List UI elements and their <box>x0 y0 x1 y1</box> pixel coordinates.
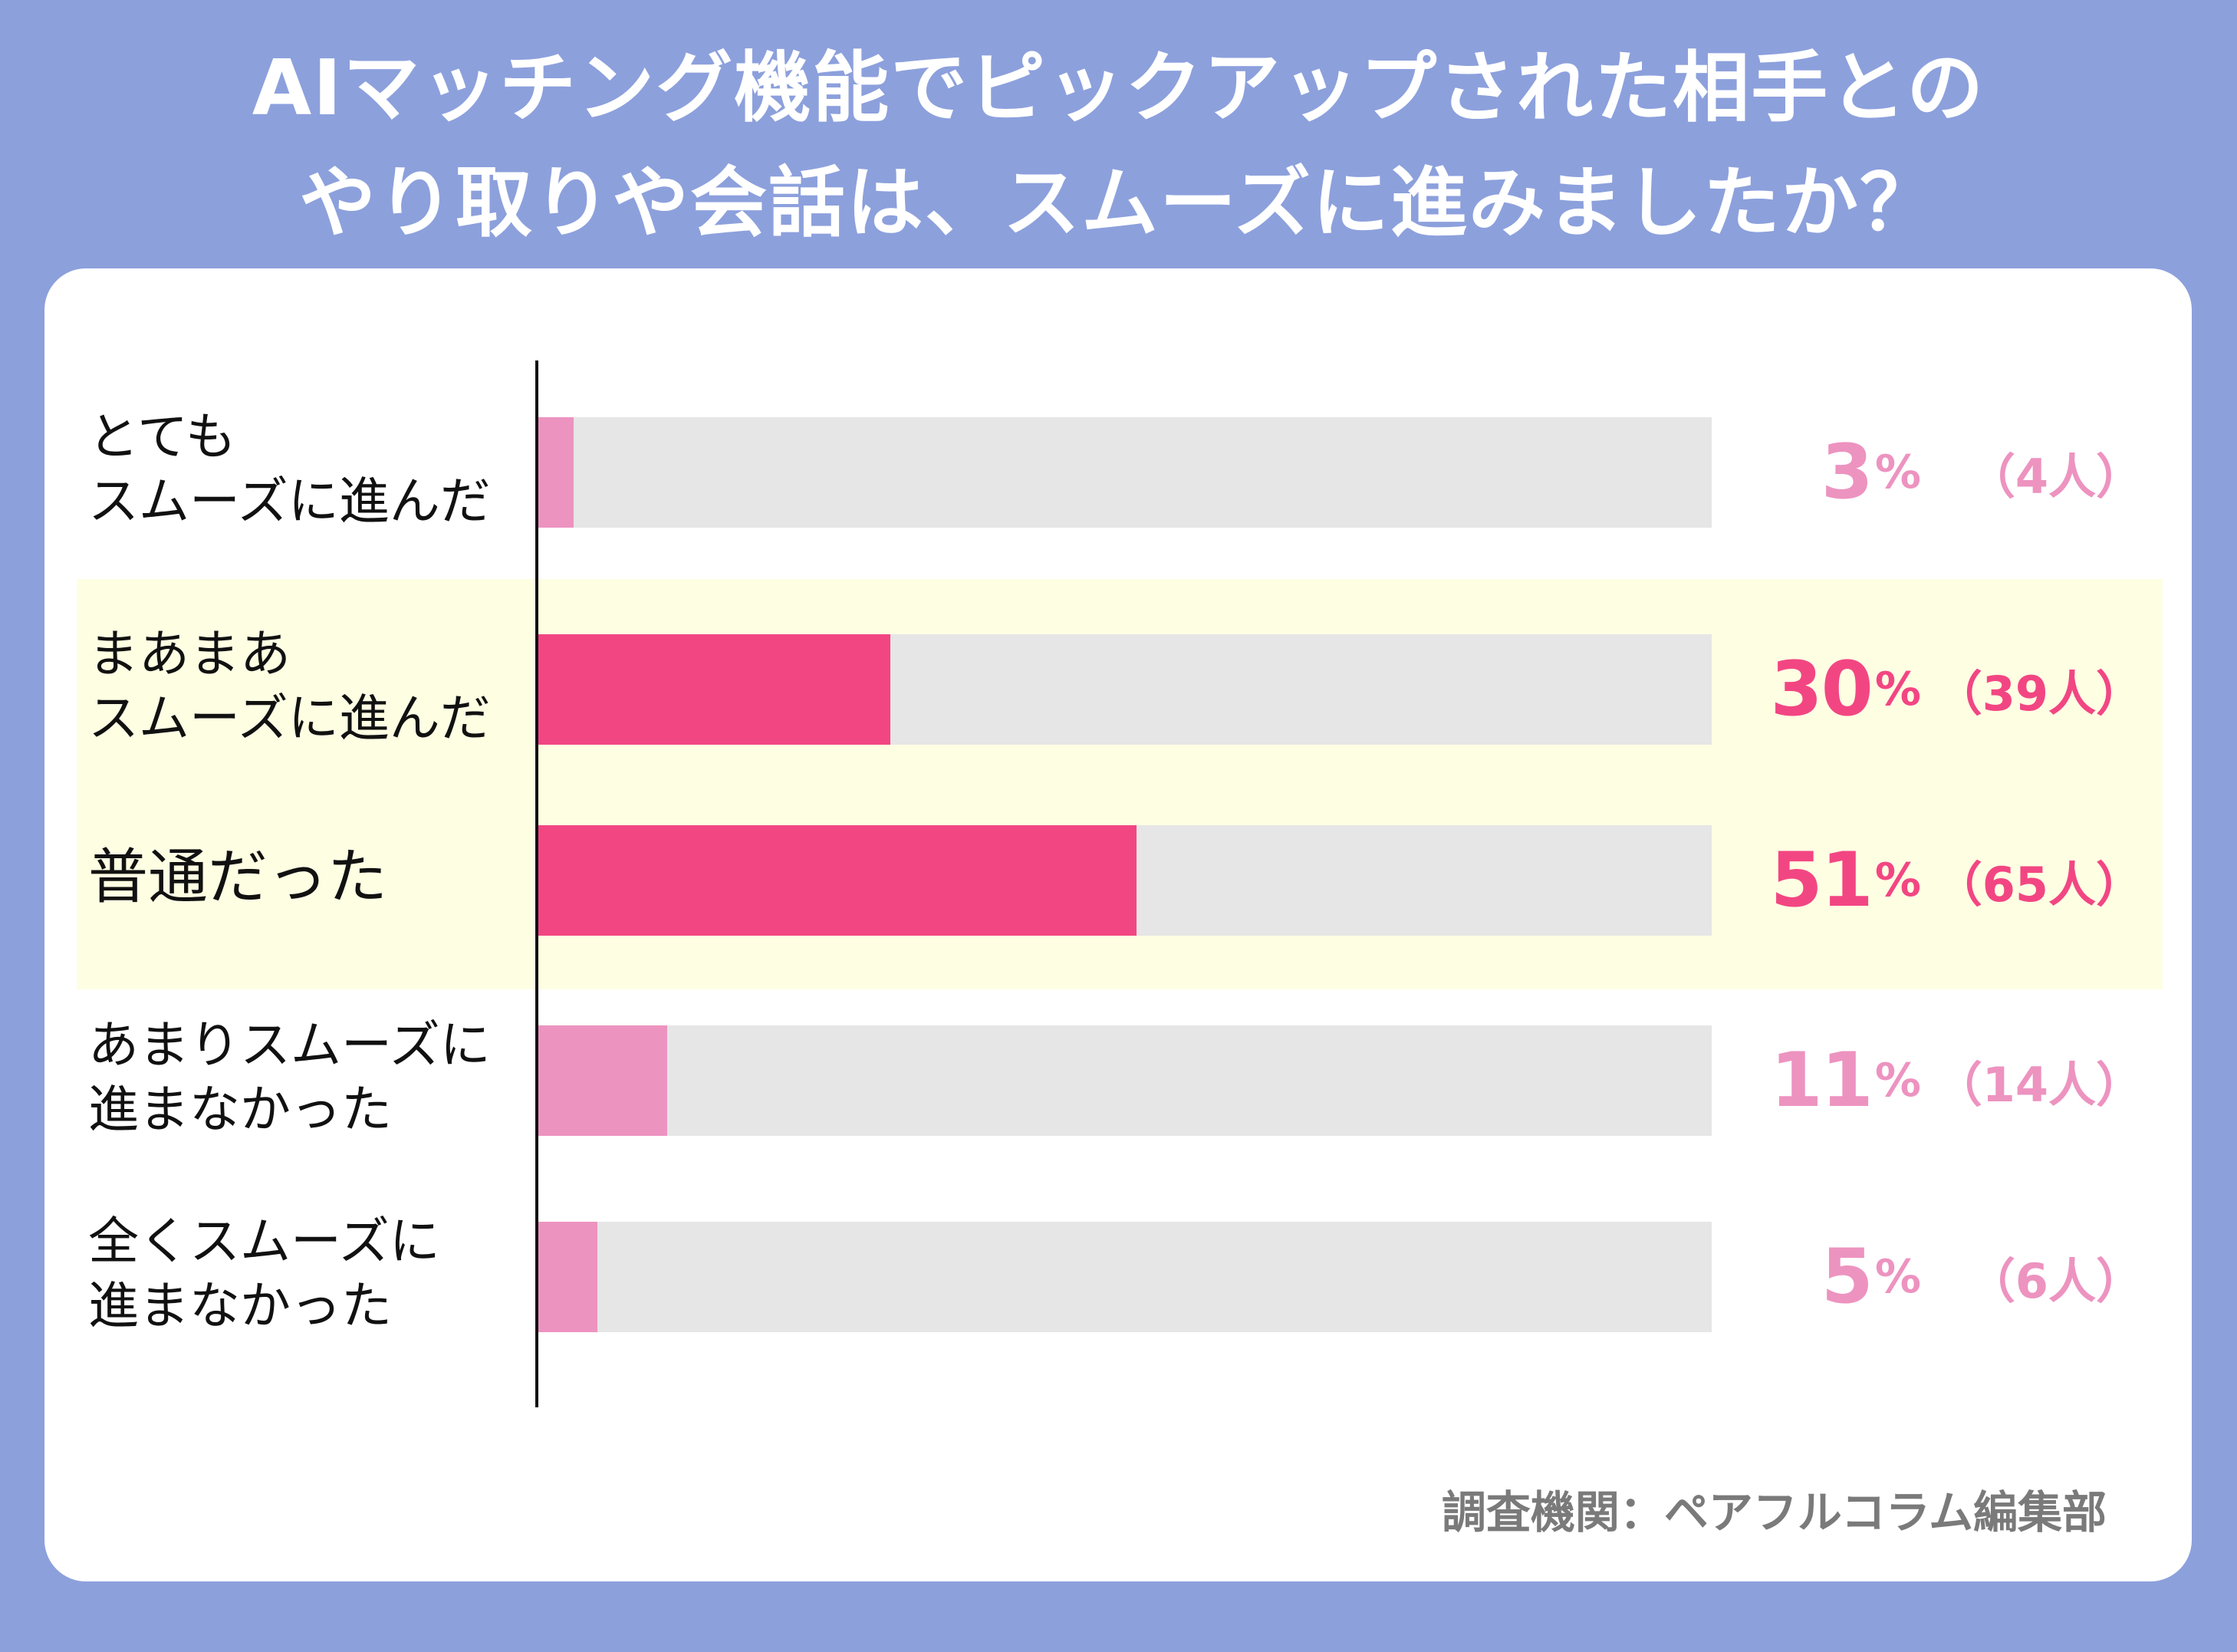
category-label-line: まあまあ <box>88 624 291 683</box>
count-label: （65人） <box>1934 857 2143 913</box>
chart-title-line-2: やり取りや会話は、スムーズに進みましたか？ <box>299 158 1938 248</box>
count-label: （14人） <box>1934 1057 2143 1113</box>
value-label: 5% （6人） <box>1725 1222 2143 1332</box>
bar-track <box>538 1025 1712 1136</box>
y-axis-line <box>535 360 538 1407</box>
percent-value: 3 <box>1821 429 1873 516</box>
bar-track <box>538 1222 1712 1332</box>
category-label: 普通だった <box>88 845 533 910</box>
count-label: （4人） <box>1967 449 2143 505</box>
category-label-line: 進まなかった <box>88 1080 392 1139</box>
category-label-line: 普通だった <box>88 843 388 912</box>
percent-sign: % <box>1874 854 1921 907</box>
category-label: まあまあスムーズに進んだ <box>88 622 533 751</box>
bar-track <box>538 634 1712 745</box>
category-label-line: 進まなかった <box>88 1276 392 1335</box>
chart-title: AIマッチング機能でピックアップされた相手との やり取りや会話は、スムーズに進み… <box>0 31 2237 261</box>
bar <box>538 417 574 528</box>
category-label-line: 全くスムーズに <box>88 1212 440 1271</box>
bar-track <box>538 417 1712 528</box>
category-label-line: スムーズに進んだ <box>88 689 491 748</box>
percent-value: 30 <box>1770 646 1873 733</box>
bar <box>538 1222 597 1332</box>
category-label: とてもスムーズに進んだ <box>88 405 533 534</box>
bar <box>538 634 890 745</box>
percent-value: 51 <box>1770 837 1873 924</box>
source-note: 調査機関：ペアフルコラム編集部 <box>1441 1486 2107 1538</box>
bar <box>538 1025 668 1136</box>
category-label-line: スムーズに進んだ <box>88 472 491 531</box>
percent-sign: % <box>1874 1250 1921 1304</box>
percent-value: 5 <box>1821 1233 1873 1321</box>
category-label-line: あまりスムーズに <box>88 1015 491 1074</box>
bar-track <box>538 825 1712 936</box>
chart-title-line-1: AIマッチング機能でピックアップされた相手との <box>252 43 1985 133</box>
value-label: 30% （39人） <box>1725 634 2143 745</box>
category-label: あまりスムーズに 進まなかった <box>88 1013 533 1142</box>
category-label: 全くスムーズに 進まなかった <box>88 1209 533 1338</box>
percent-sign: % <box>1874 1054 1921 1107</box>
value-label: 3% （4人） <box>1725 417 2143 528</box>
bar <box>538 825 1137 936</box>
percent-sign: % <box>1874 446 1921 499</box>
count-label: （6人） <box>1967 1253 2143 1309</box>
count-label: （39人） <box>1934 666 2143 722</box>
value-label: 11% （14人） <box>1725 1025 2143 1136</box>
category-label-line: とても <box>88 407 236 466</box>
percent-sign: % <box>1874 663 1921 716</box>
percent-value: 11 <box>1770 1037 1873 1124</box>
value-label: 51% （65人） <box>1725 825 2143 936</box>
